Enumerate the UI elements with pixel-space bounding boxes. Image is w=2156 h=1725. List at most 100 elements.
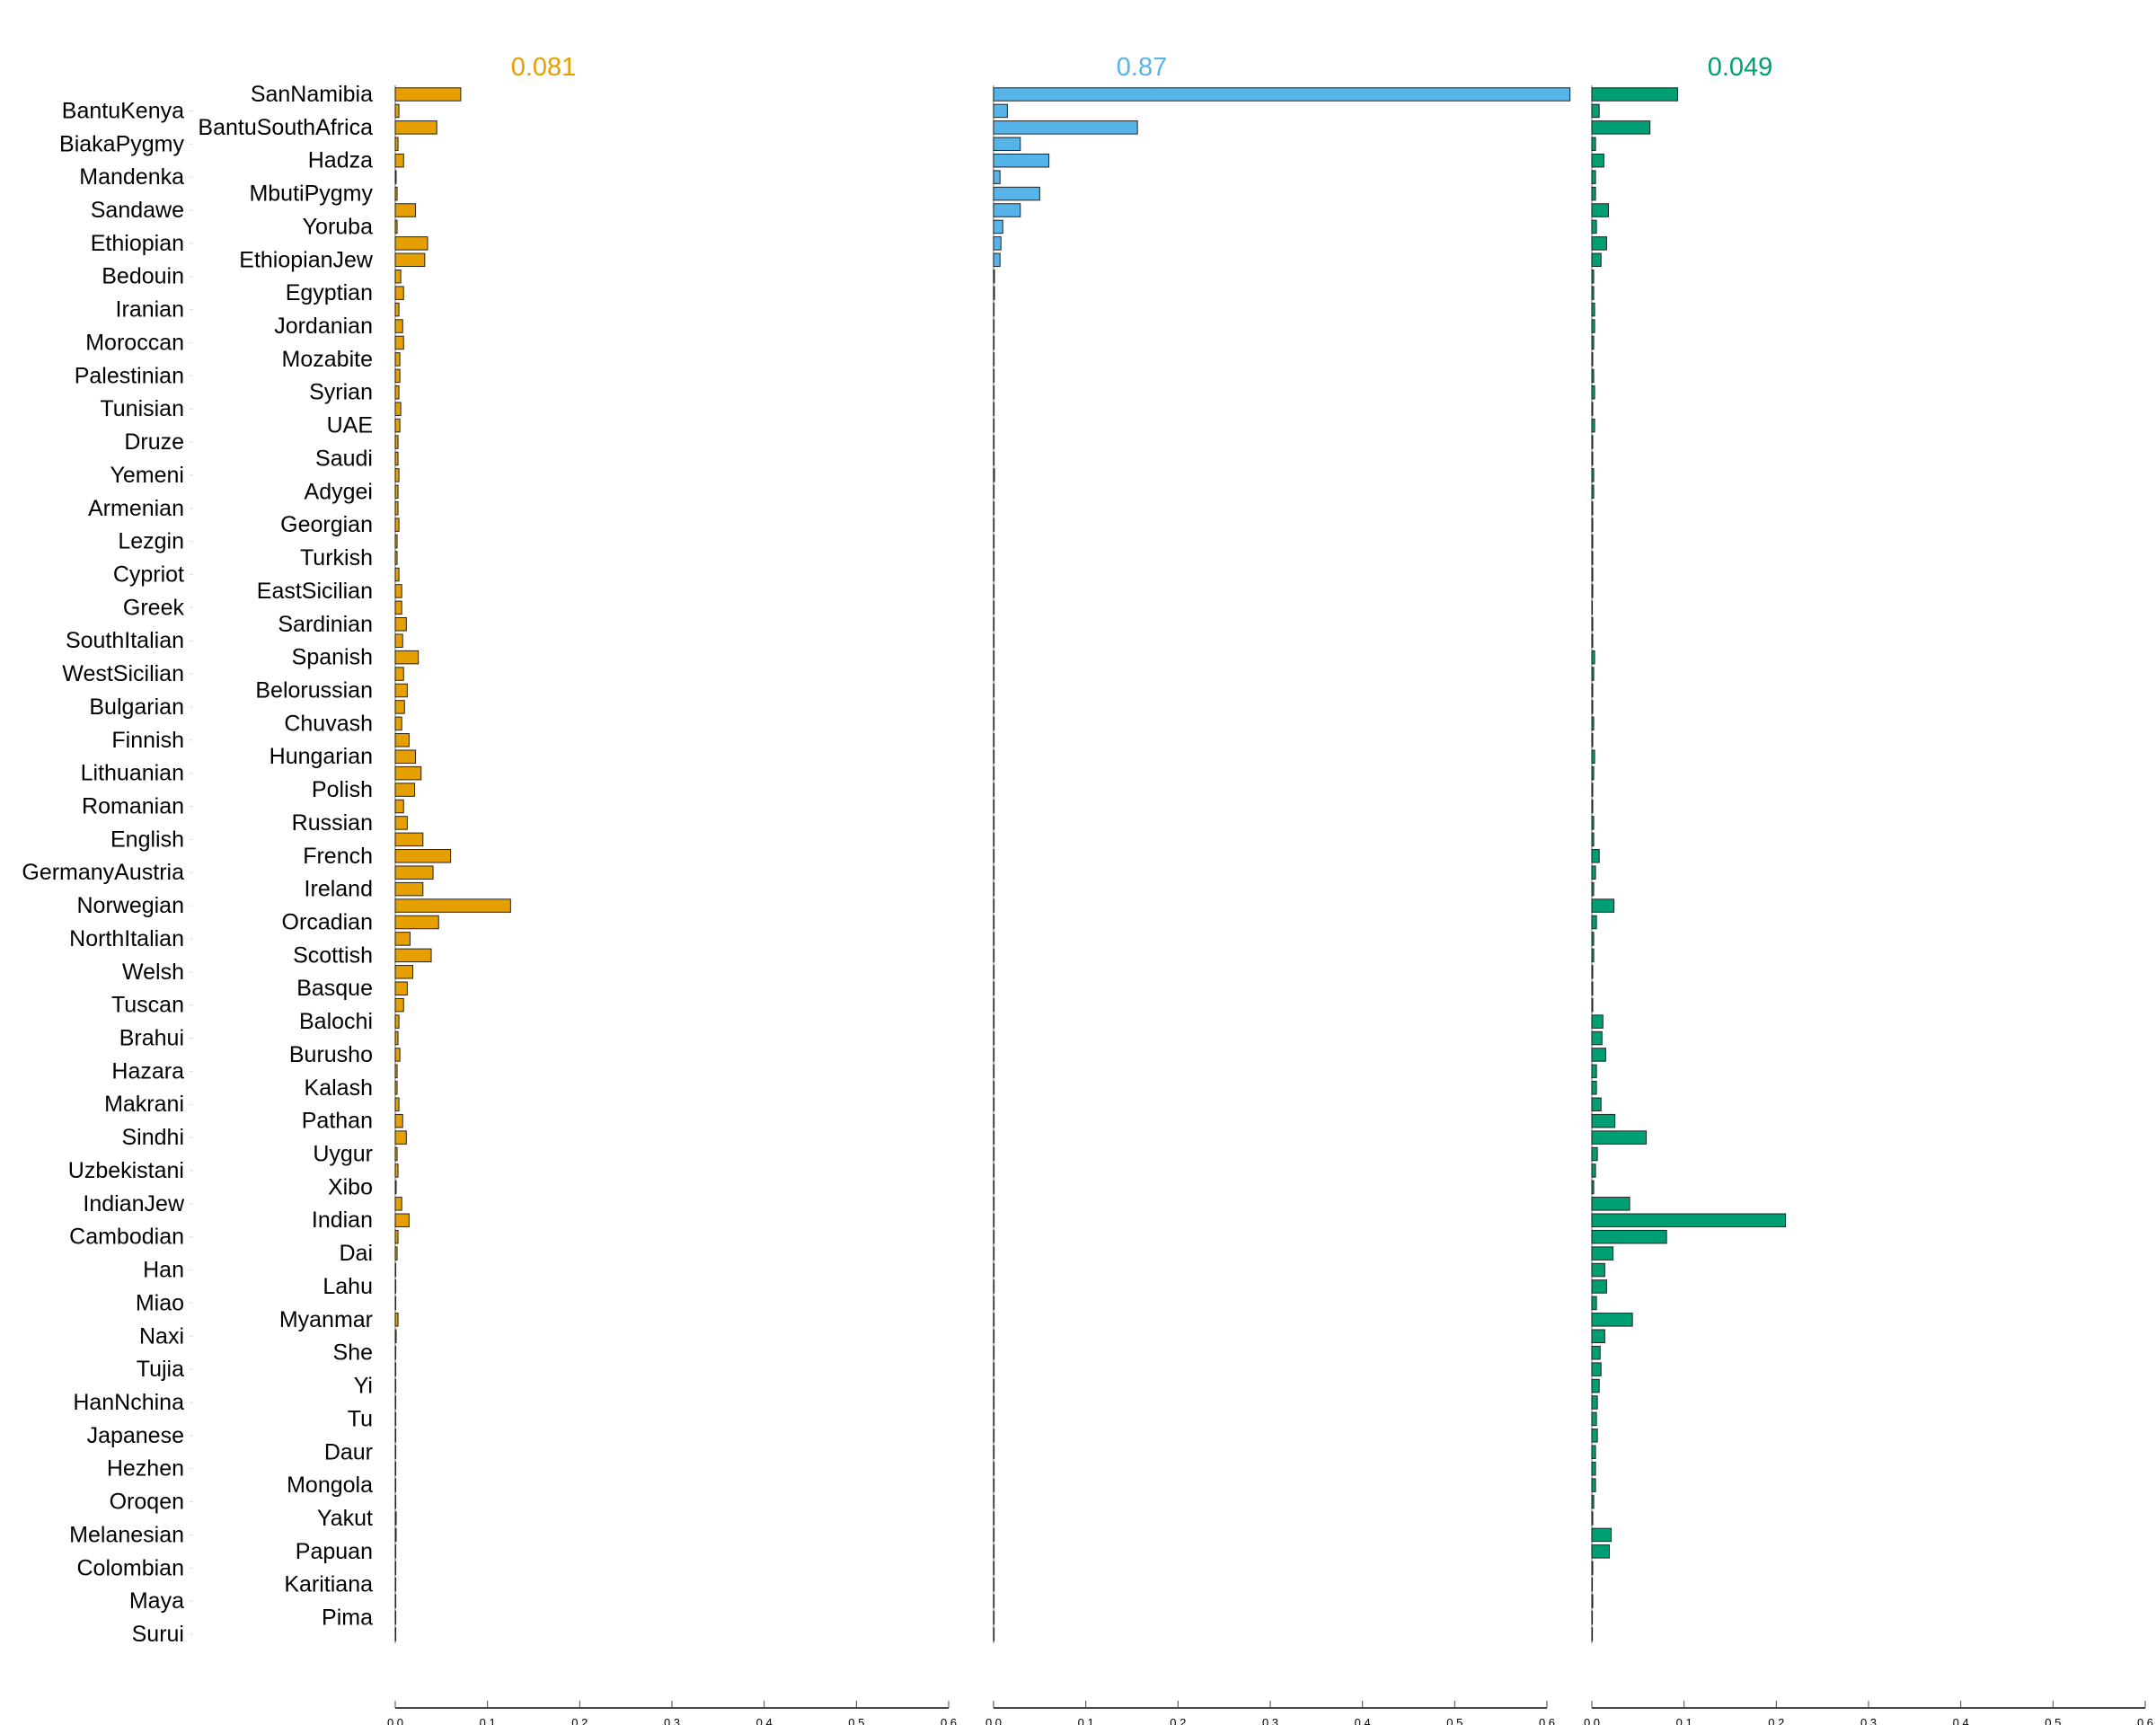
x-tick-label: 0.6 [941, 1716, 957, 1725]
bar [1591, 865, 1596, 880]
category-label: Tujia [137, 1357, 184, 1382]
category-label: Balochi [299, 1009, 373, 1034]
bar [394, 468, 400, 482]
panel-1: 0.081 0.0 0.1 0.2 0.3 0.4 0.5 0.6 [387, 53, 957, 1725]
bar [394, 1081, 398, 1095]
bar [1591, 534, 1594, 549]
category-label: SanNamibia [251, 82, 373, 107]
bar [1591, 1527, 1613, 1543]
category-label: BantuSouthAfrica [198, 115, 373, 140]
bar [1591, 1262, 1605, 1278]
category-label: Maya [129, 1588, 184, 1614]
category-label: Naxi [139, 1323, 184, 1349]
bar [394, 1411, 397, 1427]
bar [1591, 849, 1600, 863]
bar [394, 103, 400, 119]
category-label: EastSicilian [257, 579, 373, 604]
bar [1591, 1246, 1614, 1261]
bar [1591, 468, 1595, 482]
bar [394, 1594, 397, 1608]
bar [394, 87, 462, 102]
bar [1591, 1031, 1603, 1046]
bar [1591, 1411, 1597, 1427]
category-label: Iranian [116, 297, 184, 323]
category-label: Syrian [309, 380, 373, 405]
bar [394, 832, 424, 847]
category-label: Melanesian [69, 1522, 184, 1547]
category-label: Spanish [292, 645, 373, 670]
bar [394, 551, 398, 565]
category-label: Sardinian [278, 612, 373, 637]
x-tick-label: 0.4 [756, 1716, 773, 1725]
category-label: Armenian [88, 496, 184, 521]
bar [1591, 816, 1595, 830]
category-label: Russian [292, 810, 373, 836]
x-tick-label: 0.5 [1446, 1716, 1462, 1725]
bar [394, 650, 420, 665]
bar [394, 1544, 397, 1559]
bar [1591, 1163, 1596, 1178]
category-label: She [333, 1340, 373, 1366]
bar [394, 1031, 399, 1046]
category-label: Saudi [315, 446, 373, 471]
bar [394, 1197, 402, 1211]
bar [394, 1279, 397, 1294]
bar [1591, 302, 1595, 317]
bar [1591, 683, 1594, 698]
bar [1591, 948, 1595, 963]
category-label: HanNchina [73, 1390, 184, 1415]
bar [394, 385, 400, 400]
x-tick-label: 0.3 [664, 1716, 680, 1725]
bar [394, 1146, 398, 1162]
bar [1591, 1461, 1596, 1476]
bar [394, 1610, 397, 1625]
bar [993, 219, 1003, 234]
x-tick-label: 0.5 [848, 1716, 864, 1725]
category-label: Sindhi [122, 1125, 185, 1150]
category-label: Ireland [305, 877, 373, 902]
bar [1591, 1544, 1611, 1559]
bar [1591, 733, 1594, 748]
bar [1591, 87, 1678, 102]
category-label: Hungarian [270, 744, 373, 769]
bar [993, 120, 1138, 135]
bar [394, 948, 432, 963]
bar [394, 1627, 397, 1641]
bar [1591, 186, 1596, 201]
bar [394, 352, 401, 367]
category-label: Lezgin [118, 529, 184, 554]
bar [1591, 236, 1607, 251]
bar [1591, 783, 1594, 797]
bar [394, 716, 402, 731]
bar [394, 1329, 397, 1344]
bar [1591, 1429, 1598, 1443]
bar [1591, 269, 1595, 284]
bar [993, 170, 1001, 184]
category-label: Han [143, 1258, 184, 1283]
bar [1591, 252, 1602, 268]
bar [1591, 1494, 1595, 1509]
category-label: Oroqen [110, 1490, 184, 1515]
bar [1591, 286, 1595, 300]
bar [1591, 203, 1609, 217]
bar [394, 170, 397, 184]
x-tick-label: 0.1 [480, 1716, 496, 1725]
panel-title: 0.081 [511, 53, 577, 82]
x-tick-label: 0.1 [1078, 1716, 1094, 1725]
bar [394, 1577, 397, 1592]
bar [394, 1130, 407, 1145]
panel-3: 0.049 0.0 0.1 0.2 0.3 0.4 0.5 0.6 [1584, 53, 2153, 1725]
bar [1591, 965, 1594, 979]
bar [394, 1461, 397, 1476]
bar [394, 932, 411, 946]
bar [394, 1180, 397, 1195]
bar [394, 881, 424, 897]
bar [1591, 1197, 1630, 1211]
category-label: Yoruba [303, 214, 373, 239]
category-label: Sandawe [91, 198, 184, 223]
category-label: Jordanian [274, 314, 373, 339]
bar [993, 203, 1021, 217]
x-tick-label: 0.1 [1676, 1716, 1692, 1725]
bar [394, 1014, 400, 1029]
bar [1591, 1113, 1616, 1128]
